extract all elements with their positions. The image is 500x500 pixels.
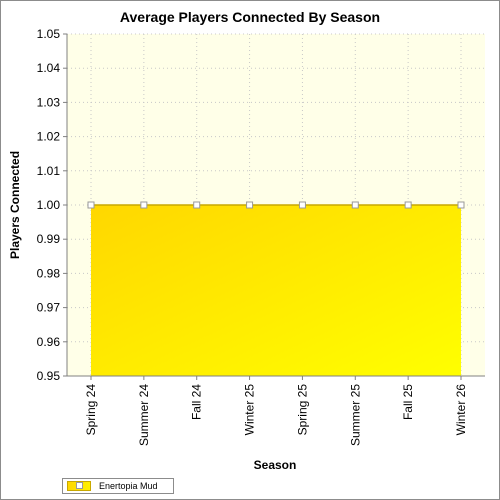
data-point <box>140 201 148 209</box>
data-point <box>351 201 359 209</box>
x-tick-label: Fall 25 <box>401 384 415 420</box>
chart-title: Average Players Connected By Season <box>120 9 380 25</box>
y-axis-ticks: 0.95 0.96 0.97 0.98 0.99 1.00 1.01 1.02 1.03 1.04… <box>37 27 67 383</box>
legend-swatch-icon <box>67 481 91 491</box>
y-tick-label: 1.05 <box>37 27 61 41</box>
y-tick-label: 0.97 <box>37 301 61 315</box>
y-tick-label: 0.96 <box>37 335 61 349</box>
y-tick-label: 1.01 <box>37 164 61 178</box>
data-point <box>298 201 306 209</box>
y-tick-label: 0.98 <box>37 266 61 280</box>
legend: Enertopia Mud <box>62 478 174 494</box>
y-tick-label: 1.02 <box>37 130 61 144</box>
y-tick-label: 1.04 <box>37 61 61 75</box>
legend-item-label: Enertopia Mud <box>99 481 158 491</box>
x-tick-label: Fall 24 <box>190 384 204 420</box>
data-point <box>193 201 201 209</box>
y-tick-label: 1.00 <box>37 198 61 212</box>
y-axis-label: Players Connected <box>8 151 22 259</box>
series-fill <box>91 205 461 376</box>
y-tick-label: 0.95 <box>37 369 61 383</box>
y-tick-label: 1.03 <box>37 95 61 109</box>
x-tick-label: Summer 24 <box>137 384 151 446</box>
x-tick-label: Winter 26 <box>454 384 468 436</box>
x-tick-label: Spring 24 <box>84 384 98 436</box>
data-point <box>457 201 465 209</box>
x-axis-label: Season <box>254 458 297 472</box>
x-tick-label: Summer 25 <box>348 384 362 446</box>
y-tick-label: 0.99 <box>37 232 61 246</box>
series-area <box>87 201 465 376</box>
x-tick-label: Winter 25 <box>243 384 257 436</box>
data-point <box>87 201 95 209</box>
x-axis-ticks: Spring 24 Summer 24 Fall 24 Winter 25 Spring… <box>84 376 468 446</box>
x-tick-label: Spring 25 <box>295 384 309 436</box>
data-point <box>404 201 412 209</box>
data-point <box>246 201 254 209</box>
